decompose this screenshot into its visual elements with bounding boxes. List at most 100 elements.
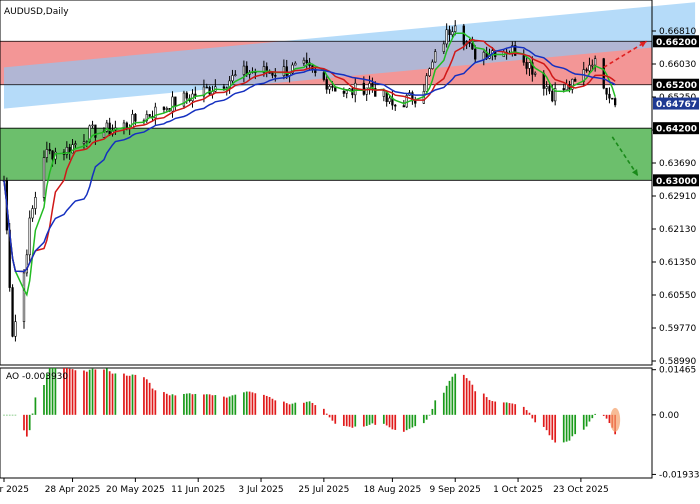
- candle-body: [134, 113, 137, 122]
- ao-bar: [382, 414, 385, 424]
- candle-body: [131, 113, 134, 129]
- ao-bar: [351, 414, 354, 428]
- candle-body: [462, 25, 465, 45]
- ao-bar: [134, 374, 137, 415]
- candle-body: [305, 59, 308, 64]
- ao-bar: [231, 395, 234, 415]
- candle-body: [591, 64, 594, 67]
- candle-body: [445, 29, 448, 45]
- candle-body: [613, 98, 617, 106]
- forecast-arrow-head: [632, 169, 638, 176]
- forecast-arrow-head: [639, 41, 647, 48]
- ao-tick-label: 0.01465: [659, 366, 696, 376]
- ao-bar: [91, 368, 94, 415]
- ao-bar: [28, 414, 31, 431]
- candle-body: [88, 125, 91, 142]
- candle-body: [325, 79, 328, 90]
- ao-bar: [188, 393, 191, 415]
- ao-bar: [508, 403, 511, 415]
- time-tick-label: 11 Jun 2025: [171, 485, 225, 495]
- ao-bar: [254, 393, 257, 415]
- candle-body: [562, 88, 565, 91]
- candle-body: [388, 97, 391, 102]
- candle-body: [334, 87, 337, 92]
- ao-bar: [185, 393, 188, 415]
- candle-body: [574, 78, 577, 82]
- ao-bar: [285, 403, 288, 415]
- forecast-arrows-layer: [603, 40, 647, 177]
- support-zone: [0, 128, 652, 181]
- candle-body: [448, 29, 451, 36]
- price-tick-label: 0.66030: [659, 60, 696, 70]
- candle-body: [282, 66, 286, 77]
- price-tick-label: 0.62910: [659, 192, 696, 202]
- candle-body: [71, 144, 74, 154]
- candle-body: [471, 43, 474, 50]
- ao-bar: [148, 382, 151, 415]
- ao-bar: [468, 380, 471, 415]
- candle-body: [28, 217, 31, 256]
- ao-bar: [482, 393, 485, 415]
- candle-body: [451, 31, 454, 36]
- candle-body: [571, 78, 574, 90]
- ao-bar: [271, 398, 274, 415]
- ao-bars-layer: [3, 368, 621, 443]
- ao-bar: [265, 395, 268, 415]
- ao-bar: [243, 392, 245, 415]
- price-channel: [4, 2, 696, 109]
- ma-fast-line: [3, 32, 616, 297]
- time-tick-label: 3 Jul 2025: [238, 485, 283, 495]
- ao-bar: [491, 401, 494, 415]
- candle-body: [365, 87, 368, 95]
- ao-bar: [542, 414, 545, 427]
- candle-body: [34, 197, 37, 209]
- ao-bar: [525, 410, 528, 415]
- candle-body: [22, 272, 26, 322]
- ao-bar: [465, 378, 468, 415]
- candle-body: [525, 62, 528, 69]
- candle-body: [25, 254, 29, 274]
- candle-body: [91, 124, 94, 127]
- ao-bar: [225, 397, 228, 415]
- candle-body: [174, 96, 177, 107]
- price-tick-label: 0.66810: [659, 27, 696, 37]
- ao-bar: [534, 414, 537, 423]
- candle-body: [291, 64, 294, 74]
- candle-body: [222, 86, 226, 89]
- ao-bar: [31, 413, 34, 415]
- ao-title: AO -0.003930: [6, 372, 68, 382]
- candle-body: [208, 87, 211, 95]
- time-tick-label: 23 Oct 2025: [553, 485, 609, 495]
- ao-bar: [71, 369, 74, 415]
- ao-bar: [371, 414, 374, 424]
- ao-bar: [368, 414, 371, 425]
- ao-bar: [214, 395, 217, 415]
- ao-bar: [494, 401, 497, 415]
- ao-bar: [131, 374, 134, 415]
- candle-body: [514, 45, 517, 56]
- ao-bar: [248, 391, 251, 415]
- ao-bar: [408, 414, 411, 429]
- ao-bar: [474, 391, 477, 415]
- ao-bar: [171, 394, 174, 415]
- candle-body: [108, 122, 111, 135]
- candle-body: [611, 97, 614, 100]
- ao-bar: [445, 385, 448, 415]
- candle-body: [602, 58, 605, 89]
- ao-bar: [545, 414, 548, 431]
- ao-bar: [194, 393, 197, 415]
- candle-body: [14, 321, 17, 337]
- ao-bar: [562, 414, 565, 443]
- ao-bar: [143, 377, 145, 415]
- time-tick-label: 4 Apr 2025: [0, 485, 29, 495]
- candle-body: [148, 114, 151, 117]
- candle-body: [31, 208, 34, 219]
- ao-bar: [422, 414, 425, 424]
- ao-bar: [51, 368, 54, 415]
- candle-body: [345, 90, 348, 94]
- ao-bar: [594, 413, 597, 415]
- candle-body: [165, 108, 168, 110]
- ao-bar: [108, 371, 111, 415]
- ao-bar: [374, 414, 377, 425]
- ao-bar: [522, 406, 525, 415]
